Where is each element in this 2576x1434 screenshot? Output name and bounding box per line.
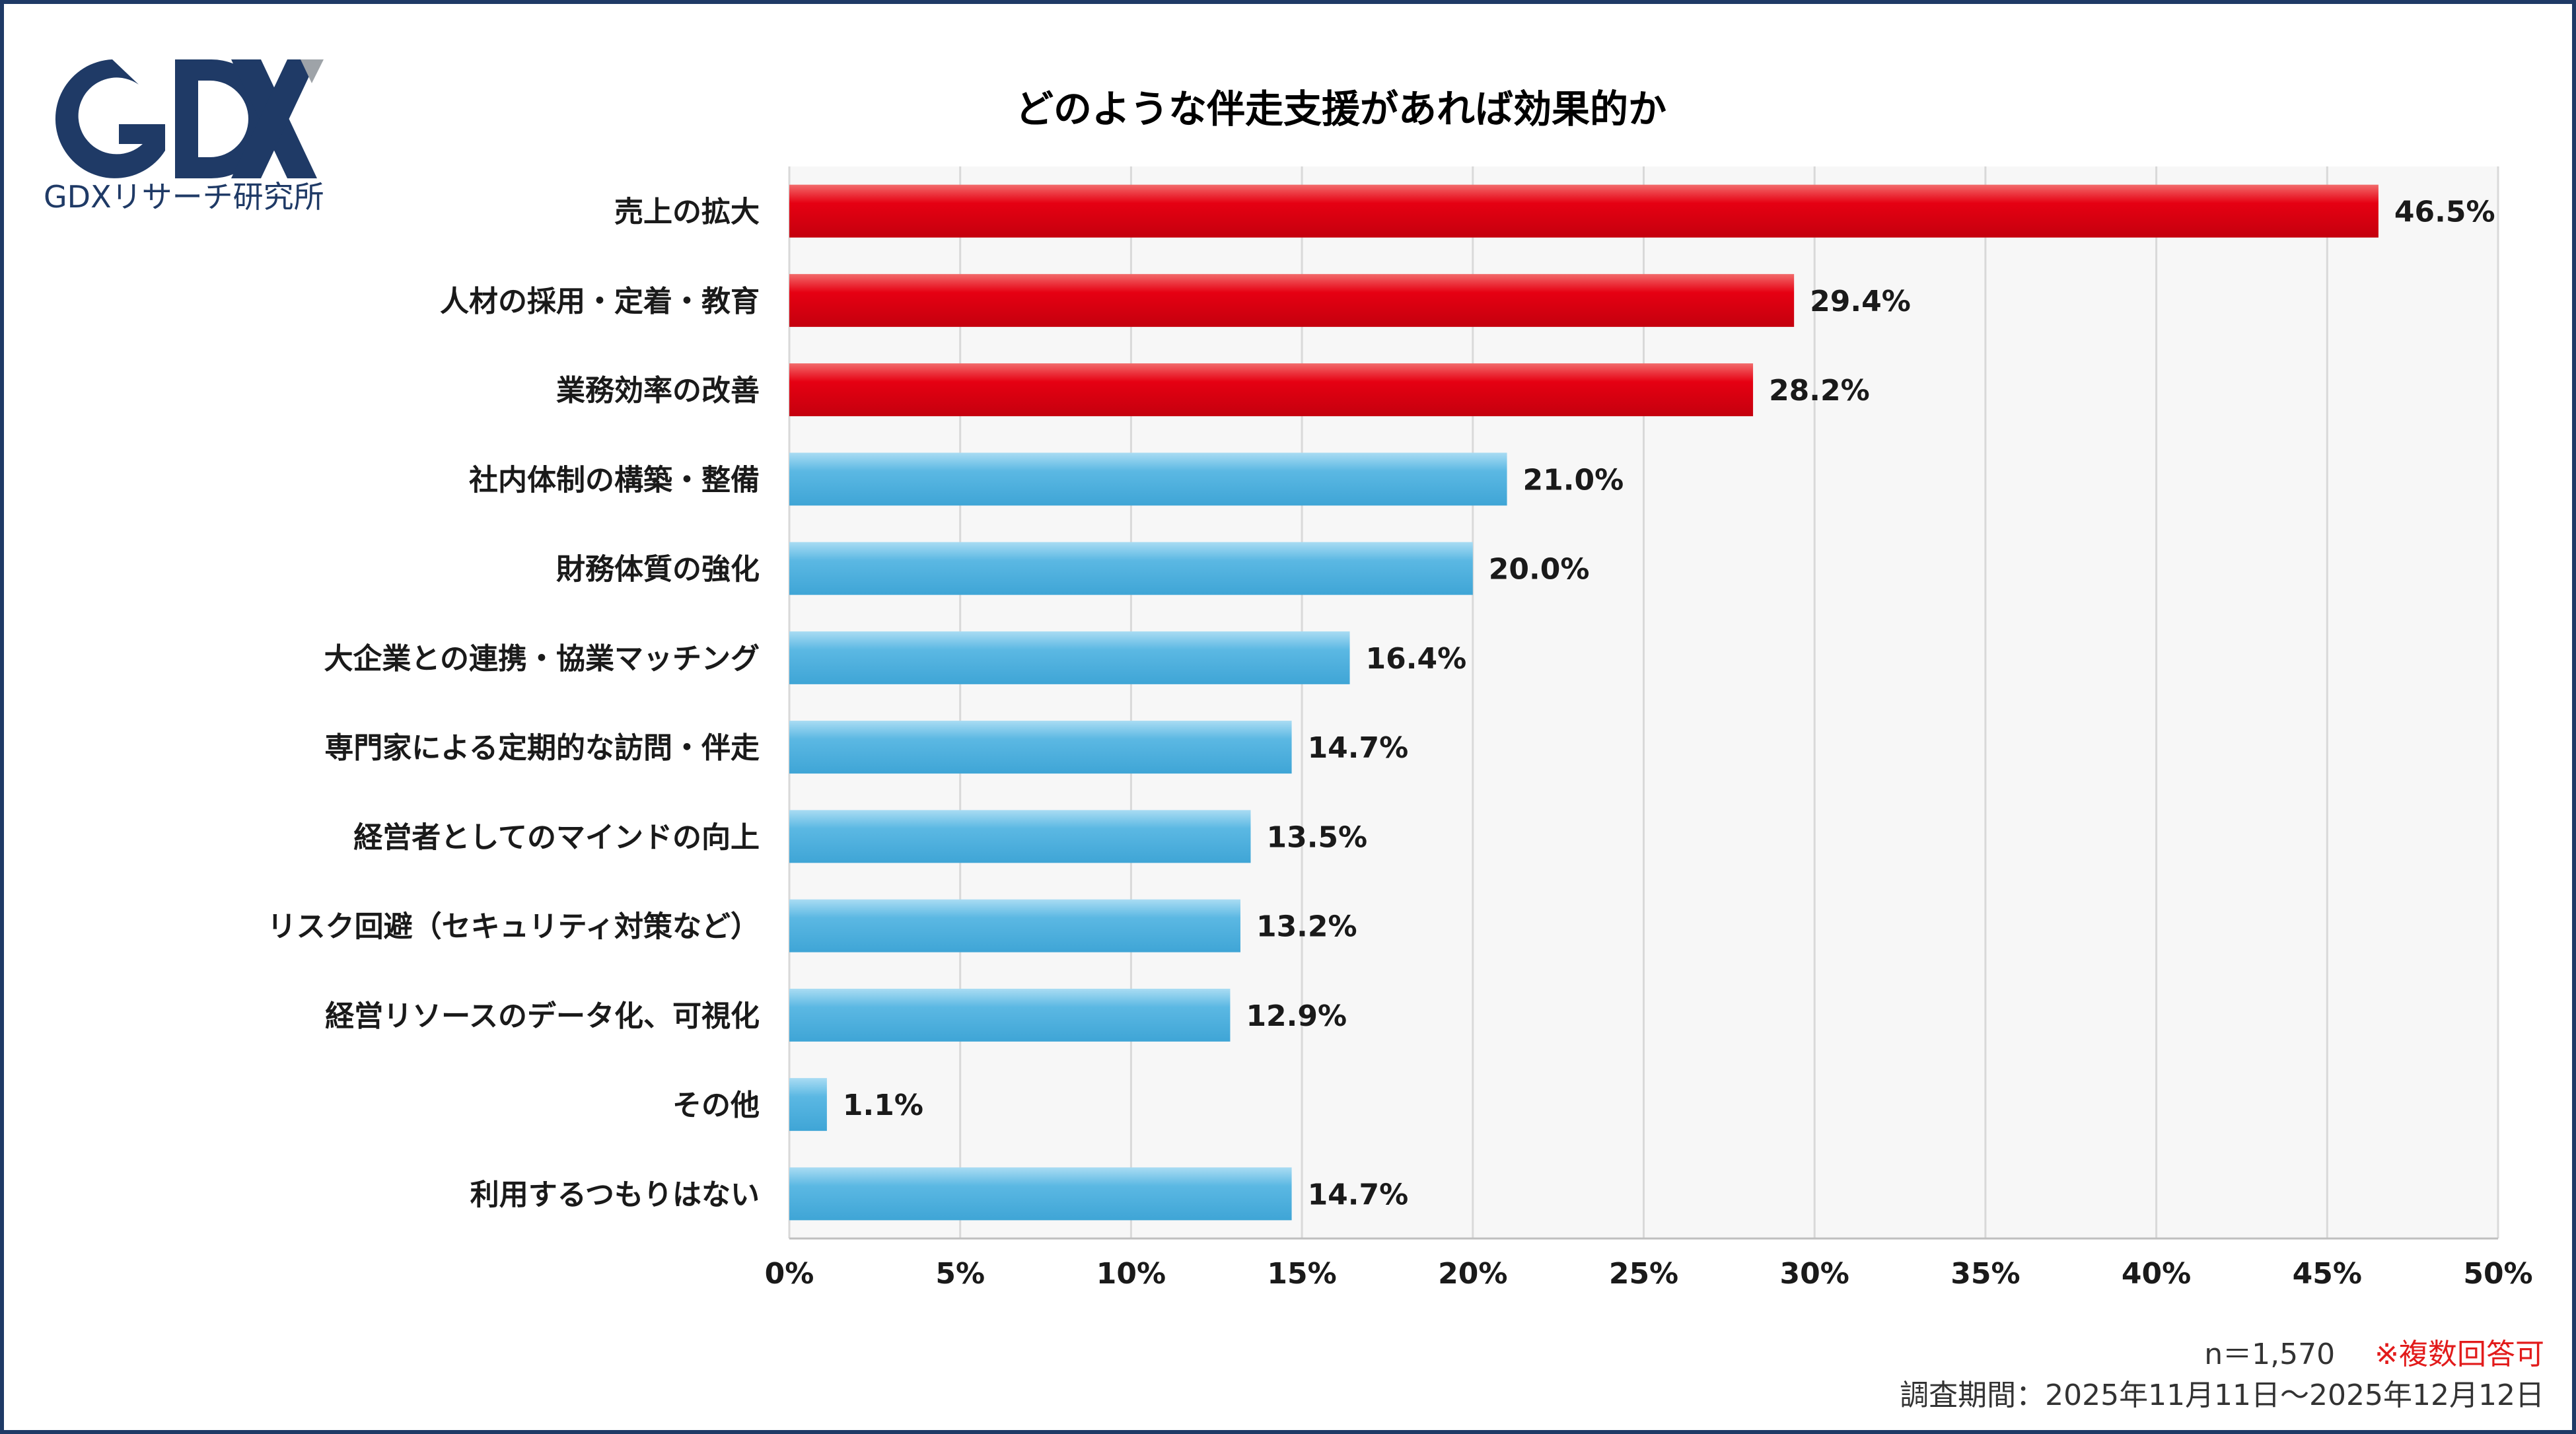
bar [789, 631, 1350, 684]
bar [789, 542, 1473, 595]
category-label: 社内体制の構築・整備 [469, 463, 760, 497]
data-label: 12.9% [1246, 999, 1347, 1033]
data-label: 28.2% [1769, 374, 1870, 408]
survey-period: 調査期間：2025年11月11日～2025年12月12日 [1900, 1379, 2544, 1412]
x-tick-label: 0% [765, 1257, 814, 1291]
x-tick-label: 20% [1438, 1257, 1507, 1291]
bar [789, 452, 1507, 506]
x-tick-label: 5% [935, 1257, 985, 1291]
bar [789, 363, 1754, 417]
bar [789, 899, 1240, 952]
category-label: 経営リソースのデータ化、可視化 [325, 999, 760, 1033]
bar [789, 273, 1795, 327]
data-label: 1.1% [843, 1089, 923, 1122]
chart-title: どのような伴走支援があれば効果的か [1015, 87, 1666, 131]
x-tick-label: 25% [1609, 1257, 1678, 1291]
data-label: 13.2% [1256, 910, 1357, 944]
logo-subtitle: GDXリサーチ研究所 [44, 179, 324, 215]
x-tick-label: 15% [1267, 1257, 1336, 1291]
category-label: 大企業との連携・協業マッチング [324, 642, 760, 676]
data-label: 14.7% [1308, 1178, 1409, 1211]
data-label: 20.0% [1489, 553, 1590, 587]
category-label: 専門家による定期的な訪問・伴走 [324, 731, 760, 765]
data-label: 21.0% [1523, 463, 1624, 497]
bar [789, 1078, 827, 1131]
x-tick-label: 10% [1096, 1257, 1166, 1291]
category-label: 業務効率の改善 [556, 374, 760, 408]
data-label: 14.7% [1308, 731, 1409, 765]
category-label: 利用するつもりはない [470, 1178, 760, 1211]
x-tick-label: 45% [2293, 1257, 2362, 1291]
x-tick-label: 35% [1950, 1257, 2020, 1291]
gdx-logo-icon [55, 59, 324, 178]
data-label: 13.5% [1266, 820, 1367, 854]
category-label: その他 [672, 1089, 760, 1122]
x-tick-label: 40% [2122, 1257, 2191, 1291]
bar [789, 184, 2379, 238]
bar [789, 1167, 1292, 1221]
category-label: 経営者としてのマインドの向上 [353, 820, 760, 854]
sample-size: n＝1,570 [2204, 1338, 2336, 1371]
data-label: 46.5% [2394, 196, 2495, 229]
category-label: 財務体質の強化 [556, 553, 760, 587]
category-label: 人材の採用・定着・教育 [440, 285, 760, 318]
category-label: 売上の拡大 [614, 196, 760, 229]
x-tick-label: 30% [1780, 1257, 1849, 1291]
x-tick-label: 50% [2463, 1257, 2532, 1291]
bar [789, 988, 1231, 1042]
category-label: リスク回避（セキュリティ対策など） [268, 910, 760, 944]
multiple-answer-note: ※複数回答可 [2375, 1338, 2544, 1371]
data-label: 16.4% [1366, 642, 1467, 676]
bar [789, 721, 1292, 774]
footer-sample-line: n＝1,570 ※複数回答可 [2204, 1330, 2544, 1373]
bar [789, 810, 1251, 863]
data-label: 29.4% [1810, 285, 1911, 318]
